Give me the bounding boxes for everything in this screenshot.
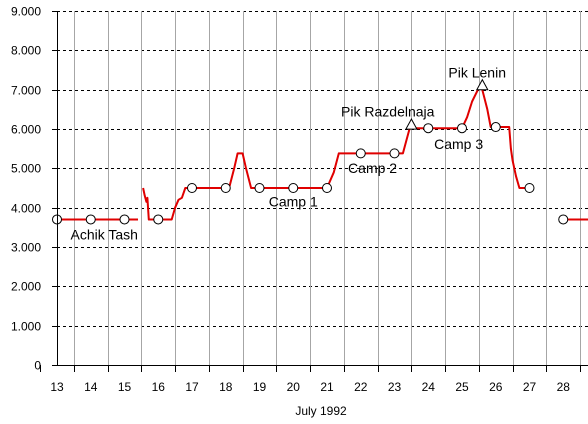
annotation-label: Pik Razdelnaja	[341, 104, 435, 120]
camp-marker	[153, 214, 164, 225]
camp-marker	[490, 122, 501, 133]
annotation-label: Camp 3	[434, 136, 483, 152]
y-tick-label: 1.000	[11, 320, 41, 334]
x-tick-label: 19	[253, 380, 267, 394]
altitude-line	[57, 86, 588, 221]
y-tick-label: 2.000	[11, 280, 41, 294]
x-tick-label: 13	[50, 380, 64, 394]
annotation-label: Camp 1	[269, 193, 318, 209]
x-tick-label: 24	[422, 380, 436, 394]
summit-marker	[405, 118, 418, 130]
x-tick-label: 27	[523, 380, 537, 394]
x-tick-label: 18	[219, 380, 233, 394]
y-tick-label: 7.000	[11, 84, 41, 98]
annotation-label: Camp 2	[348, 160, 397, 176]
x-tick-label: 16	[152, 380, 166, 394]
grid	[57, 11, 588, 365]
x-tick-label: 26	[489, 380, 503, 394]
annotation-label: Pik Lenin	[448, 64, 506, 80]
x-tick-label: 22	[354, 380, 368, 394]
camp-marker	[322, 183, 332, 193]
camp-marker	[355, 148, 366, 159]
camp-marker	[187, 183, 197, 193]
camp-marker	[288, 183, 299, 193]
altitude-segment	[142, 86, 530, 221]
camp-marker	[457, 123, 467, 134]
x-tick-label: 21	[320, 380, 334, 394]
y-tick-label: 0	[34, 359, 41, 373]
x-tick-label: 14	[84, 380, 98, 394]
x-tick-label: 15	[118, 380, 132, 394]
camp-marker	[389, 148, 400, 159]
x-tick-label: 20	[287, 380, 301, 394]
camp-marker	[558, 214, 569, 225]
camp-marker	[254, 183, 265, 193]
camp-marker	[524, 183, 535, 193]
camp-marker	[423, 123, 434, 134]
x-tick-label: 23	[388, 380, 402, 394]
camp-marker	[85, 214, 96, 225]
x-tick-label: 28	[557, 380, 571, 394]
x-tick-label: 25	[455, 380, 469, 394]
y-tick-label: 6.000	[11, 123, 41, 137]
y-tick-label: 4.000	[11, 202, 41, 216]
y-tick-label: 5.000	[11, 162, 41, 176]
annotation-label: Achik Tash	[71, 226, 138, 242]
x-tick-label: 17	[185, 380, 199, 394]
camp-marker	[119, 214, 130, 225]
x-axis-title: July 1992	[295, 404, 347, 418]
axes: 0 1.000 2.000 3.000 4.000 5.000 6.000 7.000 8.00…	[11, 5, 588, 394]
y-tick-label: 9.000	[11, 5, 41, 19]
y-tick-label: 8.000	[11, 44, 41, 58]
y-tick-label: 3.000	[11, 241, 41, 255]
camp-marker	[220, 183, 231, 193]
altitude-segment	[563, 218, 588, 221]
labels: Achik Tash Camp 1 Camp 2 Camp 3 Pik Razdelna…	[71, 64, 506, 242]
summit-marker	[475, 78, 489, 91]
